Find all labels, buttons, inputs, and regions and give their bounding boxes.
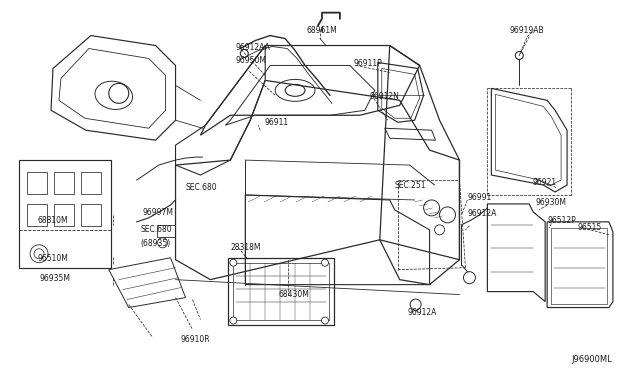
Text: 96997M: 96997M <box>143 208 173 217</box>
Text: SEC.680: SEC.680 <box>141 225 172 234</box>
Circle shape <box>321 317 328 324</box>
Text: 96911P: 96911P <box>354 60 383 68</box>
Text: 96911: 96911 <box>264 118 289 127</box>
Text: 96919AB: 96919AB <box>509 26 544 35</box>
Bar <box>234 263 329 321</box>
Text: 96912N: 96912N <box>370 92 400 101</box>
Bar <box>228 258 334 326</box>
Bar <box>81 204 101 226</box>
Bar <box>27 172 47 194</box>
Text: 96921: 96921 <box>532 178 556 187</box>
Text: 96912A: 96912A <box>467 209 497 218</box>
Bar <box>54 172 74 194</box>
Bar <box>157 225 175 237</box>
Bar <box>19 230 111 268</box>
Text: 68961M: 68961M <box>306 26 337 35</box>
Text: 96910R: 96910R <box>180 336 210 344</box>
Bar <box>19 160 111 268</box>
Circle shape <box>230 259 237 266</box>
Text: 96991: 96991 <box>467 193 492 202</box>
Bar <box>27 204 47 226</box>
Circle shape <box>321 259 328 266</box>
Circle shape <box>230 317 237 324</box>
Text: 68430M: 68430M <box>278 290 309 299</box>
Text: SEC.251: SEC.251 <box>395 181 426 190</box>
Text: 96935M: 96935M <box>39 274 70 283</box>
Text: 96912AA: 96912AA <box>236 42 270 52</box>
Text: 96930M: 96930M <box>535 198 566 207</box>
Text: (68935): (68935) <box>141 239 171 248</box>
Text: 96515: 96515 <box>577 223 602 232</box>
Text: 96510M: 96510M <box>37 254 68 263</box>
Text: 68810M: 68810M <box>37 216 68 225</box>
Text: 96512P: 96512P <box>547 216 576 225</box>
Text: 96912A: 96912A <box>408 308 437 317</box>
Text: 28318M: 28318M <box>230 243 261 252</box>
Text: SEC.680: SEC.680 <box>186 183 217 192</box>
Text: 96950M: 96950M <box>236 57 266 65</box>
Bar <box>54 204 74 226</box>
Text: J96900ML: J96900ML <box>571 355 612 364</box>
Bar <box>81 172 101 194</box>
